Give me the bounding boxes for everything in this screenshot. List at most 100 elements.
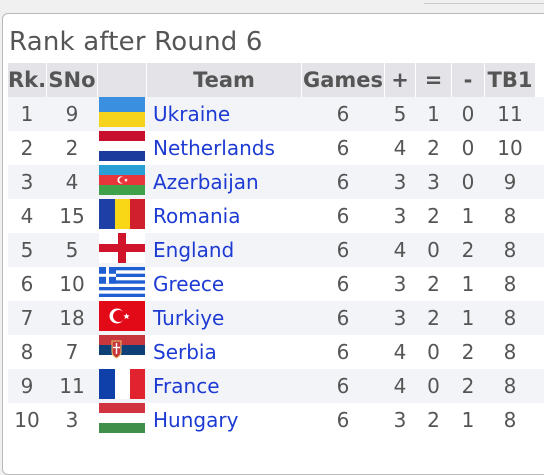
tb1-cell: 8 xyxy=(503,408,517,432)
rank-cell: 10 xyxy=(14,408,40,432)
sno-cell: 15 xyxy=(59,204,85,228)
sno-cell: 3 xyxy=(65,408,79,432)
col-header-games[interactable]: Games xyxy=(302,63,384,97)
col-header-wins[interactable]: + xyxy=(385,63,415,97)
table-row: 3 4 Azerbaijan 6 3 3 0 9 xyxy=(8,165,544,199)
sno-cell: 2 xyxy=(65,136,79,160)
tb1-cell: 8 xyxy=(503,340,517,364)
losses-cell: 1 xyxy=(461,306,475,330)
serbia-flag-icon xyxy=(99,335,145,369)
team-link[interactable]: Greece xyxy=(153,272,225,296)
draws-cell: 2 xyxy=(427,306,440,330)
games-cell: 6 xyxy=(336,204,350,228)
sno-cell: 7 xyxy=(65,340,79,364)
losses-cell: 0 xyxy=(461,102,475,126)
tb1-cell: 11 xyxy=(497,102,523,126)
games-cell: 6 xyxy=(336,238,350,262)
losses-cell: 2 xyxy=(461,238,475,262)
col-header-flag xyxy=(98,63,146,97)
games-cell: 6 xyxy=(336,170,350,194)
tb1-cell: 8 xyxy=(503,272,517,296)
team-link[interactable]: Serbia xyxy=(153,340,217,364)
wins-cell: 4 xyxy=(393,238,407,262)
col-header-rank[interactable]: Rk. xyxy=(8,63,46,97)
tb1-cell: 8 xyxy=(503,238,517,262)
losses-cell: 1 xyxy=(461,204,475,228)
rank-cell: 6 xyxy=(20,272,34,296)
wins-cell: 3 xyxy=(393,204,407,228)
games-cell: 6 xyxy=(336,306,350,330)
team-link[interactable]: France xyxy=(153,374,220,398)
rank-cell: 4 xyxy=(20,204,34,228)
table-row: 6 10 Greece 6 3 2 1 8 xyxy=(8,267,544,301)
team-link[interactable]: England xyxy=(153,238,235,262)
sno-cell: 10 xyxy=(59,272,85,296)
table-row: 8 7 Serbia 6 4 0 2 8 xyxy=(8,335,544,369)
netherlands-flag-icon xyxy=(99,131,145,165)
col-header-team[interactable]: Team xyxy=(147,63,301,97)
tb1-cell: 9 xyxy=(503,170,517,194)
draws-cell: 1 xyxy=(427,102,440,126)
col-header-losses[interactable]: - xyxy=(452,63,484,97)
col-header-sno[interactable]: SNo xyxy=(47,63,97,97)
draws-cell: 3 xyxy=(427,170,440,194)
draws-cell: 0 xyxy=(427,238,440,262)
sno-cell: 11 xyxy=(59,374,85,398)
wins-cell: 3 xyxy=(393,408,407,432)
draws-cell: 0 xyxy=(427,374,440,398)
wins-cell: 3 xyxy=(393,170,407,194)
page-title: Rank after Round 6 xyxy=(9,27,263,57)
col-header-draws[interactable]: = xyxy=(416,63,451,97)
england-flag-icon xyxy=(99,233,145,267)
wins-cell: 3 xyxy=(393,306,407,330)
rank-cell: 9 xyxy=(20,374,34,398)
tb1-cell: 8 xyxy=(503,374,517,398)
table-row: 9 11 France 6 4 0 2 8 xyxy=(8,369,544,403)
games-cell: 6 xyxy=(336,374,350,398)
draws-cell: 2 xyxy=(427,204,440,228)
draws-cell: 0 xyxy=(427,340,440,364)
col-header-tb1[interactable]: TB1 xyxy=(485,63,535,97)
games-cell: 6 xyxy=(336,102,350,126)
team-link[interactable]: Romania xyxy=(153,204,241,228)
team-link[interactable]: Netherlands xyxy=(153,136,275,160)
losses-cell: 2 xyxy=(461,374,475,398)
table-row: 5 5 England 6 4 0 2 8 xyxy=(8,233,544,267)
table-header: Rk. SNo Team Games + = - TB1 xyxy=(8,63,544,97)
sno-cell: 9 xyxy=(65,102,79,126)
ukraine-flag-icon xyxy=(99,97,145,131)
table-row: 7 18 Turkiye 6 3 2 1 8 xyxy=(8,301,544,335)
top-divider xyxy=(424,0,544,4)
tb1-cell: 8 xyxy=(503,306,517,330)
rank-cell: 8 xyxy=(20,340,34,364)
hungary-flag-icon xyxy=(99,403,145,437)
france-flag-icon xyxy=(99,369,145,403)
rank-cell: 2 xyxy=(20,136,34,160)
azerbaijan-flag-icon xyxy=(99,165,145,199)
losses-cell: 2 xyxy=(461,340,475,364)
team-link[interactable]: Azerbaijan xyxy=(153,170,259,194)
tb1-cell: 10 xyxy=(497,136,523,160)
draws-cell: 2 xyxy=(427,136,440,160)
draws-cell: 2 xyxy=(427,408,440,432)
draws-cell: 2 xyxy=(427,272,440,296)
turkiye-flag-icon xyxy=(99,301,145,335)
team-link[interactable]: Ukraine xyxy=(153,102,231,126)
table-row: 2 2 Netherlands 6 4 2 0 10 xyxy=(8,131,544,165)
table-row: 1 9 Ukraine 6 5 1 0 11 xyxy=(8,97,544,131)
losses-cell: 0 xyxy=(461,136,475,160)
games-cell: 6 xyxy=(336,408,350,432)
rank-cell: 1 xyxy=(20,102,34,126)
losses-cell: 1 xyxy=(461,272,475,296)
team-link[interactable]: Turkiye xyxy=(153,306,225,330)
rank-cell: 3 xyxy=(20,170,34,194)
wins-cell: 3 xyxy=(393,272,407,296)
games-cell: 6 xyxy=(336,272,350,296)
losses-cell: 1 xyxy=(461,408,475,432)
rank-cell: 7 xyxy=(20,306,34,330)
sno-cell: 4 xyxy=(65,170,79,194)
losses-cell: 0 xyxy=(461,170,475,194)
team-link[interactable]: Hungary xyxy=(153,408,239,432)
romania-flag-icon xyxy=(99,199,145,233)
greece-flag-icon xyxy=(99,267,145,301)
